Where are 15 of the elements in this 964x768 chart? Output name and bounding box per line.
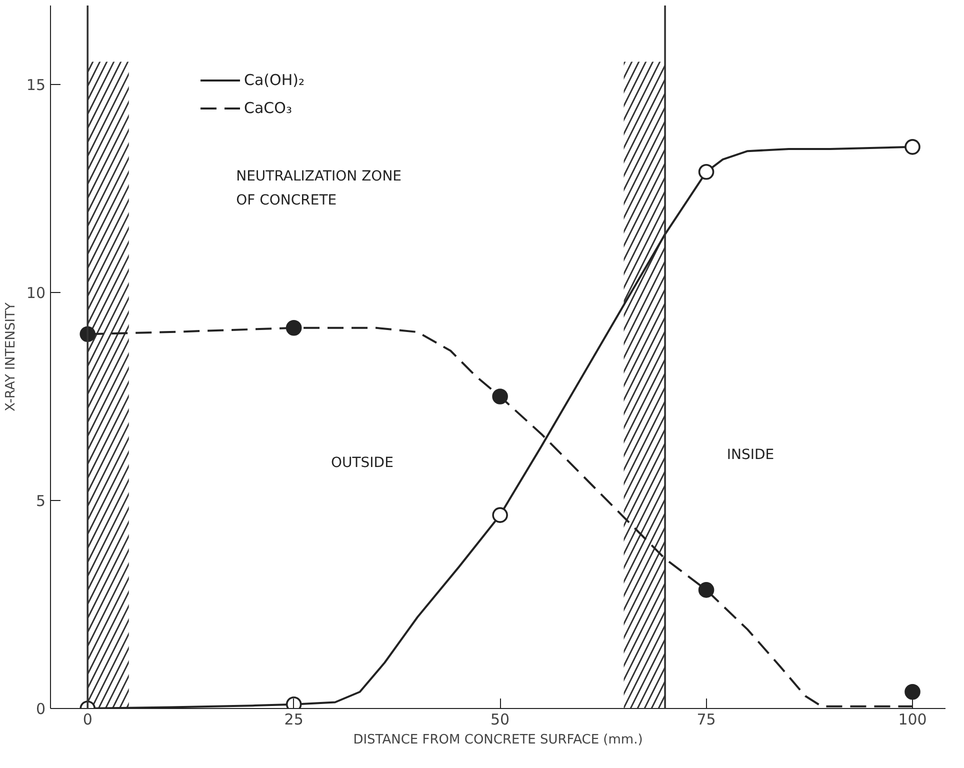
y-tick-label: 10 — [26, 284, 46, 302]
y-axis-title: X-RAY INTENSITY — [3, 302, 18, 412]
y-tick-label: 15 — [26, 76, 46, 94]
annotation: NEUTRALIZATION ZONE OF CONCRETE — [236, 168, 402, 209]
annotation: OUTSIDE — [330, 455, 394, 472]
x-tick-label: 50 — [490, 710, 510, 728]
x-axis-title: DISTANCE FROM CONCRETE SURFACE (mm.) — [353, 732, 643, 748]
y-tick-label: 5 — [36, 492, 46, 510]
annotation: INSIDE — [726, 446, 774, 463]
legend-label: CaCO₃ — [244, 99, 292, 117]
legend-label: Ca(OH)₂ — [244, 71, 304, 89]
x-tick-label: 0 — [82, 710, 92, 728]
x-tick-label: 25 — [284, 710, 304, 728]
x-tick-label: 75 — [696, 710, 716, 728]
x-tick-label: 100 — [898, 710, 927, 728]
